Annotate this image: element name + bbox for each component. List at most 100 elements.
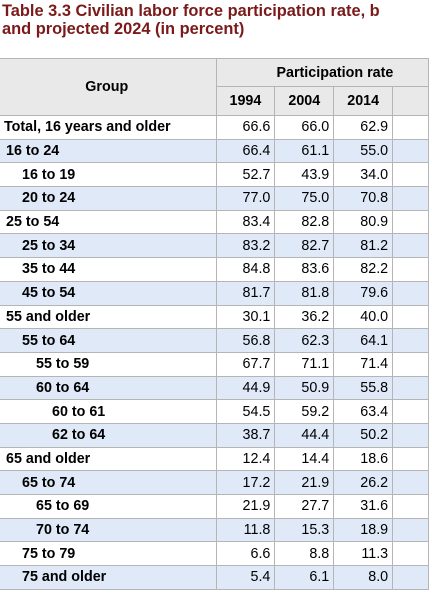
table-title-line-1: Table 3.3 Civilian labor force participa… (2, 2, 380, 20)
rate-2014: 70.8 (333, 186, 394, 211)
table-row: 16 to 19 52.7 43.9 34.0 (0, 162, 429, 188)
rate-1994: 54.5 (215, 399, 276, 424)
group-label: 16 to 24 (0, 138, 217, 164)
cut-off-cell (392, 470, 429, 495)
rate-2004: 75.0 (274, 186, 335, 211)
table-row: 60 to 64 44.9 50.9 55.8 (0, 375, 429, 401)
rate-2014: 82.2 (333, 257, 394, 282)
table-row: 70 to 74 11.8 15.3 18.9 (0, 517, 429, 543)
table-row: 55 to 64 56.8 62.3 64.1 (0, 328, 429, 353)
group-label: 65 and older (0, 446, 217, 472)
rate-1994: 66.4 (215, 138, 276, 164)
rate-2014: 31.6 (333, 494, 394, 519)
group-label: 35 to 44 (0, 257, 217, 282)
group-label: 55 to 64 (0, 328, 217, 353)
rate-1994: 77.0 (215, 186, 276, 211)
group-label: 20 to 24 (0, 186, 217, 211)
group-label: 65 to 74 (0, 470, 217, 495)
rate-2014: 40.0 (333, 304, 394, 330)
rate-1994: 11.8 (215, 517, 276, 543)
rate-2014: 18.6 (333, 446, 394, 472)
rate-2004: 83.6 (274, 257, 335, 282)
table-row: 16 to 24 66.4 61.1 55.0 (0, 138, 429, 164)
group-label: 65 to 69 (0, 494, 217, 519)
rate-1994: 17.2 (215, 470, 276, 495)
group-label: 45 to 54 (0, 280, 217, 306)
cut-off-cell (392, 257, 429, 282)
table-title: Table 3.3 Civilian labor force participa… (2, 2, 432, 38)
rate-2014: 55.0 (333, 138, 394, 164)
cut-off-cell (392, 422, 429, 448)
table-row: 65 and older 12.4 14.4 18.6 (0, 446, 429, 472)
rate-2014: 62.9 (333, 115, 394, 140)
rate-1994: 83.4 (215, 209, 276, 235)
cut-off-cell (392, 209, 429, 235)
rate-1994: 67.7 (215, 351, 276, 377)
rate-2004: 36.2 (274, 304, 335, 330)
cut-off-cell (392, 565, 429, 590)
cut-off-cell (392, 375, 429, 401)
rate-1994: 12.4 (215, 446, 276, 472)
rate-2014: 64.1 (333, 328, 394, 353)
rate-2004: 59.2 (274, 399, 335, 424)
group-label: 55 to 59 (0, 351, 217, 377)
group-label: 75 to 79 (0, 541, 217, 567)
group-label: 25 to 54 (0, 209, 217, 235)
participation-table: Group Participation rate 1994 2004 2014 … (0, 58, 429, 590)
table-row: 35 to 44 84.8 83.6 82.2 (0, 257, 429, 282)
table-row: 20 to 24 77.0 75.0 70.8 (0, 186, 429, 211)
rate-1994: 66.6 (215, 115, 276, 140)
header-row-top: Group Participation rate (0, 58, 429, 116)
rate-2014: 55.8 (333, 375, 394, 401)
table-row: 65 to 74 17.2 21.9 26.2 (0, 470, 429, 495)
rate-2014: 11.3 (333, 541, 394, 567)
rate-2004: 21.9 (274, 470, 335, 495)
cut-off-cell (392, 186, 429, 211)
rate-2014: 79.6 (333, 280, 394, 306)
year-header-1994: 1994 (215, 86, 276, 116)
rate-1994: 44.9 (215, 375, 276, 401)
table-body: Total, 16 years and older 66.6 66.0 62.9 16 … (0, 115, 429, 590)
rate-2004: 82.7 (274, 233, 335, 259)
group-column-header: Group (0, 58, 217, 116)
rate-2014: 80.9 (333, 209, 394, 235)
rate-2014: 8.0 (333, 565, 394, 590)
cut-off-cell (392, 162, 429, 188)
cut-off-cell (392, 517, 429, 543)
table-row: 25 to 34 83.2 82.7 81.2 (0, 233, 429, 259)
rate-2014: 18.9 (333, 517, 394, 543)
group-label: 16 to 19 (0, 162, 217, 188)
group-label: 25 to 34 (0, 233, 217, 259)
rate-1994: 81.7 (215, 280, 276, 306)
rate-1994: 21.9 (215, 494, 276, 519)
rate-2014: 26.2 (333, 470, 394, 495)
participation-rate-header: Participation rate (215, 58, 429, 87)
rate-2004: 50.9 (274, 375, 335, 401)
table-title-line-2: and projected 2024 (in percent) (2, 20, 245, 38)
group-label: Total, 16 years and older (0, 115, 217, 140)
rate-2004: 8.8 (274, 541, 335, 567)
rate-1994: 56.8 (215, 328, 276, 353)
cut-off-cell (392, 351, 429, 377)
rate-1994: 84.8 (215, 257, 276, 282)
cut-off-cell (392, 446, 429, 472)
rate-2014: 81.2 (333, 233, 394, 259)
rate-2004: 66.0 (274, 115, 335, 140)
cut-off-cell (392, 233, 429, 259)
rate-1994: 30.1 (215, 304, 276, 330)
rate-2014: 71.4 (333, 351, 394, 377)
table-row: 75 and older 5.4 6.1 8.0 (0, 565, 429, 590)
rate-2004: 15.3 (274, 517, 335, 543)
cut-off-cell (392, 494, 429, 519)
cut-off-cell (392, 304, 429, 330)
rate-2004: 62.3 (274, 328, 335, 353)
rate-2004: 44.4 (274, 422, 335, 448)
rate-2014: 50.2 (333, 422, 394, 448)
year-header-2004: 2004 (274, 86, 335, 116)
rate-1994: 6.6 (215, 541, 276, 567)
cut-off-cell (392, 399, 429, 424)
rate-2014: 63.4 (333, 399, 394, 424)
table-row: 25 to 54 83.4 82.8 80.9 (0, 209, 429, 235)
rate-1994: 52.7 (215, 162, 276, 188)
